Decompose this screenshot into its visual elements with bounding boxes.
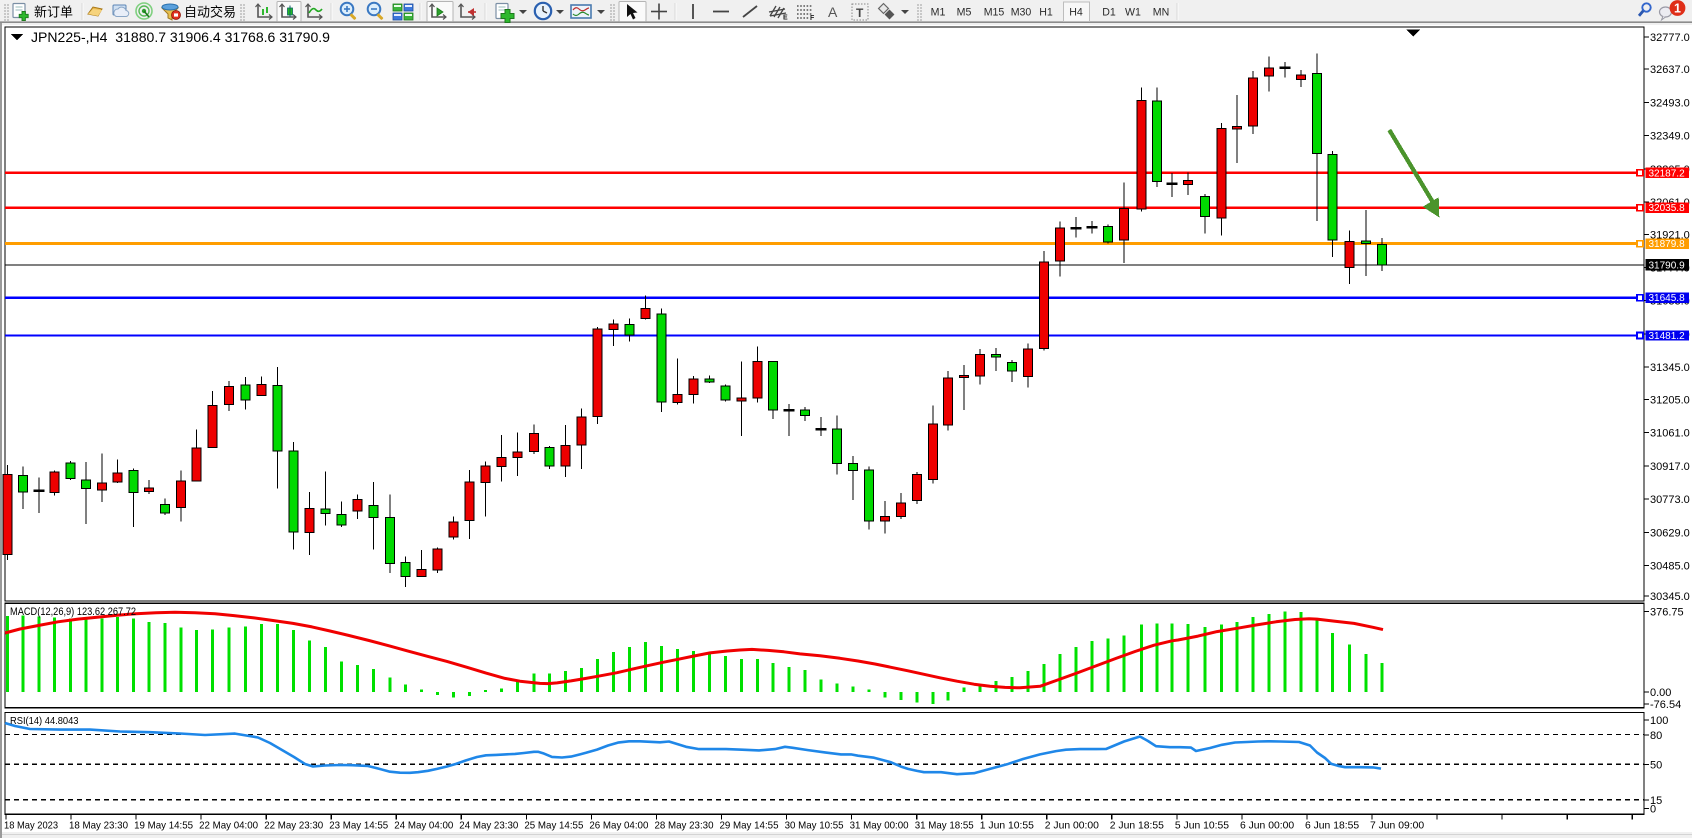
svg-text:5 Jun 10:55: 5 Jun 10:55	[1175, 821, 1229, 832]
svg-text:30 May 10:55: 30 May 10:55	[785, 821, 844, 832]
svg-text:M5: M5	[957, 7, 972, 19]
svg-text:22 May 23:30: 22 May 23:30	[264, 821, 323, 832]
svg-text:80: 80	[1650, 730, 1662, 742]
svg-text:50: 50	[1650, 759, 1662, 771]
svg-text:32493.0: 32493.0	[1650, 97, 1690, 109]
svg-text:6 Jun 00:00: 6 Jun 00:00	[1240, 821, 1294, 832]
svg-text:31205.0: 31205.0	[1650, 394, 1690, 406]
svg-text:30773.0: 30773.0	[1650, 494, 1690, 506]
svg-text:32187.2: 32187.2	[1649, 169, 1686, 180]
svg-text:31345.0: 31345.0	[1650, 362, 1690, 374]
svg-text:32349.0: 32349.0	[1650, 131, 1690, 143]
svg-text:H4: H4	[1069, 7, 1083, 19]
svg-text:JPN225-,H4 31880.7 31906.4 31: JPN225-,H4 31880.7 31906.4 31768.6 31790…	[31, 30, 330, 45]
svg-text:31790.9: 31790.9	[1649, 261, 1686, 272]
svg-text:H1: H1	[1039, 7, 1053, 19]
svg-text:30917.0: 30917.0	[1650, 461, 1690, 473]
svg-text:新订单: 新订单	[34, 5, 73, 20]
svg-text:6 Jun 18:55: 6 Jun 18:55	[1305, 821, 1359, 832]
svg-text:32777.0: 32777.0	[1650, 32, 1690, 44]
svg-text:E: E	[783, 15, 788, 22]
svg-text:30485.0: 30485.0	[1650, 561, 1690, 573]
svg-text:1 Jun 10:55: 1 Jun 10:55	[980, 821, 1034, 832]
svg-text:31 May 00:00: 31 May 00:00	[850, 821, 909, 832]
svg-text:31921.0: 31921.0	[1650, 229, 1690, 241]
svg-text:1: 1	[1674, 1, 1681, 15]
svg-text:31061.0: 31061.0	[1650, 428, 1690, 440]
svg-text:T: T	[856, 6, 864, 20]
svg-text:W1: W1	[1125, 7, 1141, 19]
svg-text:2 Jun 18:55: 2 Jun 18:55	[1110, 821, 1164, 832]
svg-text:30629.0: 30629.0	[1650, 527, 1690, 539]
svg-text:31481.2: 31481.2	[1649, 331, 1686, 342]
svg-text:M15: M15	[984, 7, 1005, 19]
svg-text:MACD(12,26,9) 123.62 267.72: MACD(12,26,9) 123.62 267.72	[10, 606, 136, 618]
svg-text:2 Jun 00:00: 2 Jun 00:00	[1045, 821, 1099, 832]
svg-text:18 May 2023: 18 May 2023	[4, 821, 58, 832]
svg-text:25 May 14:55: 25 May 14:55	[524, 821, 583, 832]
svg-text:0.00: 0.00	[1650, 687, 1671, 699]
svg-text:31 May 18:55: 31 May 18:55	[915, 821, 974, 832]
svg-text:自动交易: 自动交易	[184, 5, 236, 20]
svg-text:28 May 23:30: 28 May 23:30	[655, 821, 714, 832]
svg-text:F: F	[810, 15, 815, 22]
svg-text:31645.8: 31645.8	[1649, 293, 1686, 304]
svg-text:22 May 04:00: 22 May 04:00	[199, 821, 258, 832]
svg-text:-76.54: -76.54	[1650, 699, 1681, 711]
svg-text:MN: MN	[1153, 7, 1169, 19]
svg-text:29 May 14:55: 29 May 14:55	[720, 821, 779, 832]
svg-text:24 May 04:00: 24 May 04:00	[394, 821, 453, 832]
svg-text:0: 0	[1650, 804, 1656, 816]
svg-text:24 May 23:30: 24 May 23:30	[459, 821, 518, 832]
svg-text:A: A	[828, 4, 838, 20]
svg-text:31879.8: 31879.8	[1649, 239, 1686, 250]
svg-text:100: 100	[1650, 715, 1668, 727]
svg-text:7 Jun 09:00: 7 Jun 09:00	[1370, 821, 1424, 832]
svg-text:30345.0: 30345.0	[1650, 591, 1690, 603]
svg-text:26 May 04:00: 26 May 04:00	[589, 821, 648, 832]
svg-text:32035.8: 32035.8	[1649, 203, 1686, 214]
svg-text:RSI(14) 44.8043: RSI(14) 44.8043	[10, 716, 79, 727]
svg-text:M30: M30	[1011, 7, 1032, 19]
svg-text:23 May 14:55: 23 May 14:55	[329, 821, 388, 832]
svg-text:M1: M1	[931, 7, 946, 19]
svg-text:19 May 14:55: 19 May 14:55	[134, 821, 193, 832]
svg-text:18 May 23:30: 18 May 23:30	[69, 821, 128, 832]
svg-text:32637.0: 32637.0	[1650, 64, 1690, 76]
svg-text:15: 15	[1650, 795, 1662, 807]
svg-text:376.75: 376.75	[1650, 607, 1684, 619]
svg-text:D1: D1	[1102, 7, 1116, 19]
